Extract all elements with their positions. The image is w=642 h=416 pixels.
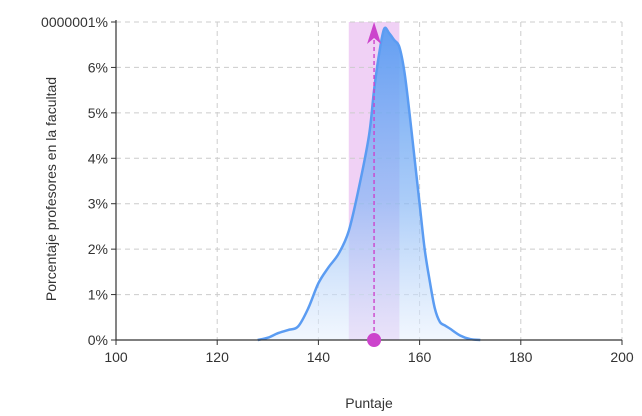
x-axis-title: Puntaje <box>345 395 393 411</box>
x-tick-label: 160 <box>408 349 432 365</box>
x-tick-label: 180 <box>509 349 533 365</box>
x-tick-label: 200 <box>610 349 634 365</box>
y-tick-label: 3% <box>88 196 108 212</box>
x-tick-label: 140 <box>307 349 331 365</box>
marker-arrow-icon <box>367 22 382 44</box>
y-axis-title: Porcentaje profesores en la facultad <box>43 77 59 301</box>
y-tick-label: 0000001% <box>41 14 108 30</box>
density-line <box>257 26 481 342</box>
y-tick-label: 4% <box>88 150 108 166</box>
x-tick-label: 100 <box>104 349 128 365</box>
density-area <box>257 27 481 341</box>
y-tick-label: 6% <box>88 59 108 75</box>
y-tick-label: 1% <box>88 287 108 303</box>
y-tick-label: 2% <box>88 241 108 257</box>
marker-dot <box>367 333 382 347</box>
y-tick-label: 5% <box>88 105 108 121</box>
y-tick-label: 0% <box>88 332 108 348</box>
x-tick-label: 120 <box>206 349 230 365</box>
